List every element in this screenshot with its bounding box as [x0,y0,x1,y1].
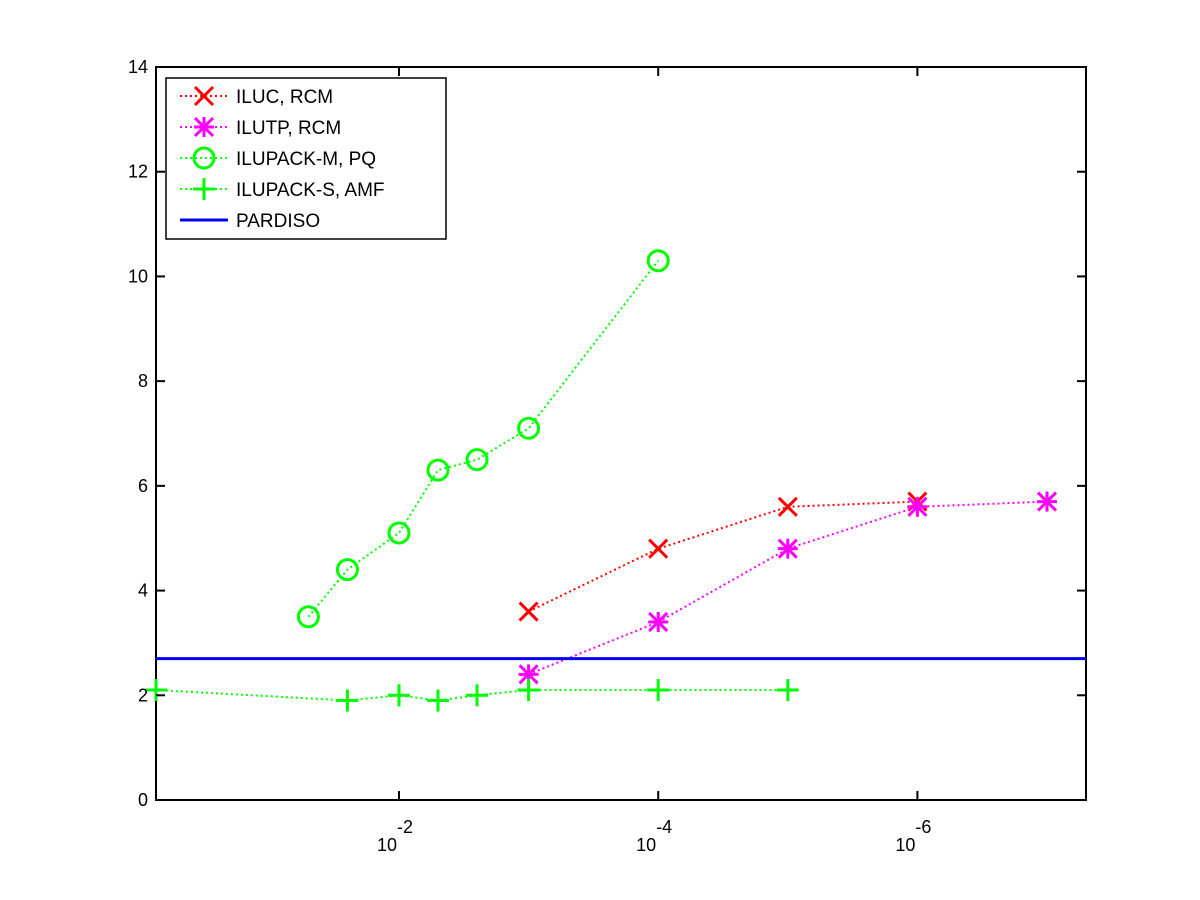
data-point-3-1 [336,689,359,712]
data-point-2-0 [296,605,320,629]
data-point-1-1 [648,611,669,633]
legend-marker-3 [193,178,215,200]
y-tick-label-7: 14 [128,57,148,77]
legend-marker-2 [192,146,216,170]
legend-marker-0 [193,85,215,107]
legend-entry-4: PARDISO [180,211,320,232]
data-point-2-1 [335,558,359,582]
y-tick-label-6: 12 [128,162,148,182]
series-1 [518,491,1058,685]
data-point-1-2 [777,538,798,559]
data-point-2-5 [517,416,541,440]
data-point-3-4 [466,684,489,707]
data-point-3-2 [388,684,411,707]
data-point-3-5 [517,679,540,702]
legend-label-1: ILUTP, RCM [236,118,341,139]
legend-label-4: PARDISO [236,211,320,232]
y-tick-label-2: 4 [138,581,148,601]
y-tick-label-3: 6 [138,476,148,496]
data-point-0-2 [777,496,798,517]
data-point-1-3 [907,496,928,517]
y-tick-label-0: 0 [138,790,148,810]
x-tick-label-exponent-0: -2 [397,817,413,837]
data-point-2-6 [646,249,670,273]
legend-label-3: ILUPACK-S, AMF [236,180,385,201]
series-3 [145,679,799,712]
series-0 [518,491,928,622]
x-tick-label-base-0: 10 [377,835,397,855]
data-point-0-0 [518,601,539,622]
legend-entry-2: ILUPACK-M, PQ [180,146,376,170]
legend-entry-0: ILUC, RCM [180,85,333,108]
y-tick-label-4: 8 [138,371,148,391]
data-point-1-4 [1036,491,1058,512]
series-layer [145,249,1086,712]
data-point-2-2 [387,521,411,545]
y-tick-label-1: 2 [138,685,148,705]
legend-entry-3: ILUPACK-S, AMF [180,178,385,201]
series-2 [296,249,670,629]
legend: ILUC, RCM ILUTP, RCM ILUPACK-M, PQ ILUPACK-… [165,77,447,240]
series-line-2 [307,260,659,618]
data-point-3-6 [647,679,670,702]
y-tick-label-5: 10 [128,266,148,286]
data-point-3-0 [145,679,167,702]
x-tick-label-base-1: 10 [636,835,656,855]
x-tick-label-exponent-1: -4 [656,817,672,837]
legend-entry-1: ILUTP, RCM [180,116,341,139]
data-point-2-4 [465,448,489,472]
legend-marker-1 [193,116,215,138]
data-point-2-3 [426,458,450,482]
legend-label-2: ILUPACK-M, PQ [236,149,376,170]
data-point-3-3 [427,689,450,712]
data-point-3-7 [776,679,799,702]
data-point-0-1 [648,538,669,559]
x-tick-label-base-2: 10 [895,835,915,855]
series-line-0 [528,500,918,613]
legend-label-0: ILUC, RCM [236,87,333,108]
x-tick-label-exponent-2: -6 [915,817,931,837]
